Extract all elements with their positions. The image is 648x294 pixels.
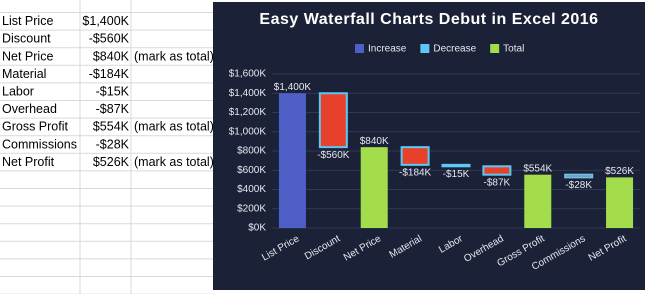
cell-label: Labor — [2, 84, 34, 98]
y-tick-label: $400K — [237, 184, 266, 195]
cell-value: $1,400K — [82, 14, 129, 28]
cell-note: (mark as total) — [134, 155, 214, 169]
value-label: $840K — [360, 136, 389, 147]
cell-label: Material — [2, 67, 46, 81]
y-tick-label: $1,600K — [229, 69, 267, 80]
legend-swatch — [490, 44, 500, 53]
y-tick-label: $1,400K — [229, 88, 267, 99]
legend-swatch — [355, 44, 364, 53]
bar — [524, 174, 552, 228]
cell-value: -$184K — [89, 67, 130, 81]
y-tick-label: $1,200K — [229, 107, 267, 118]
cell-note: (mark as total) — [134, 49, 214, 63]
value-label: $554K — [523, 163, 552, 174]
y-tick-label: $200K — [237, 203, 266, 214]
cell-label: Overhead — [2, 102, 57, 116]
y-tick-label: $0K — [248, 223, 266, 234]
value-label: $526K — [605, 166, 634, 177]
cell-label: Gross Profit — [2, 120, 69, 134]
cell-value: -$28K — [96, 137, 130, 151]
cell-value: -$560K — [89, 32, 130, 46]
cell-value: -$15K — [96, 84, 130, 98]
value-label: -$184K — [399, 168, 432, 179]
bar — [482, 165, 512, 176]
cell-label: Discount — [2, 32, 51, 46]
cell-value: $526K — [93, 155, 130, 169]
bar — [400, 146, 430, 166]
cell-value: $554K — [93, 120, 130, 134]
value-label: -$15K — [443, 169, 470, 180]
y-tick-label: $1,000K — [229, 126, 267, 137]
cell-note: (mark as total) — [134, 120, 214, 134]
legend-label: Decrease — [433, 44, 476, 55]
bar — [564, 173, 594, 179]
cell-label: List Price — [2, 14, 53, 28]
value-label: $1,400K — [274, 82, 312, 93]
legend-label: Total — [503, 44, 524, 55]
value-label: -$87K — [484, 177, 511, 188]
chart-title: Easy Waterfall Charts Debut in Excel 201… — [259, 11, 598, 28]
cell-label: Commissions — [2, 137, 77, 151]
cell-label: Net Price — [2, 49, 53, 63]
y-tick-label: $800K — [237, 146, 266, 157]
bar — [318, 92, 348, 149]
bar — [278, 93, 306, 228]
cell-value: -$87K — [96, 102, 130, 116]
legend-swatch — [420, 44, 430, 53]
y-tick-label: $600K — [237, 165, 266, 176]
value-label: -$560K — [317, 150, 350, 161]
bar — [360, 147, 388, 228]
bar — [441, 163, 471, 168]
cell-label: Net Profit — [2, 155, 55, 169]
cell-value: $840K — [93, 49, 130, 63]
value-label: -$28K — [565, 180, 592, 191]
bar — [606, 177, 634, 228]
legend-label: Increase — [368, 44, 407, 55]
